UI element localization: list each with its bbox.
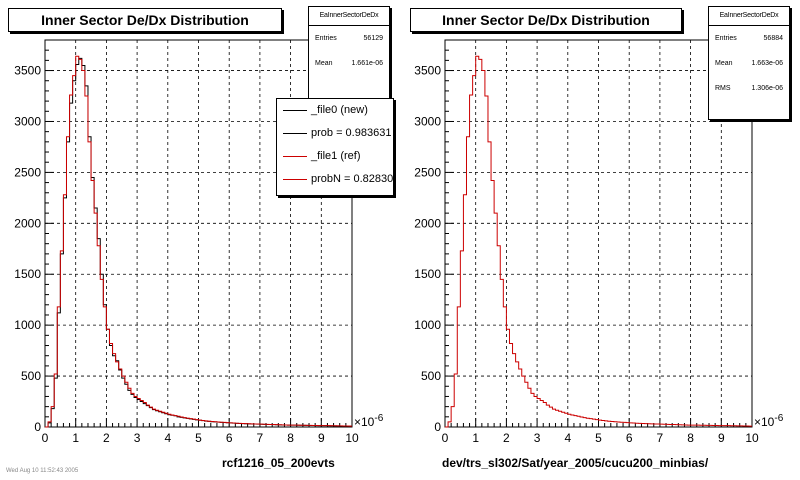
x-tick-label: 1 bbox=[72, 431, 79, 445]
x-tick-label: 3 bbox=[534, 431, 541, 445]
legend-label: prob = 0.983631 bbox=[311, 127, 392, 139]
legend-entry: probN = 0.828302 bbox=[277, 168, 393, 191]
stats-label: Entries bbox=[315, 35, 337, 42]
x-axis-multiplier-exponent: -6 bbox=[774, 413, 783, 424]
x-axis-multiplier: ×10-6 bbox=[754, 413, 784, 429]
legend-entry: _file1 (ref) bbox=[277, 145, 393, 168]
y-tick-label: 1000 bbox=[414, 318, 441, 332]
legend-entry: prob = 0.983631 bbox=[277, 122, 393, 145]
histogram-series-line bbox=[45, 55, 352, 428]
x-axis-title: rcf1216_05_200evts bbox=[222, 456, 335, 470]
x-tick-label: 4 bbox=[564, 431, 571, 445]
x-tick-label: 0 bbox=[42, 431, 49, 445]
x-tick-label: 2 bbox=[103, 431, 110, 445]
x-tick-label: 5 bbox=[595, 431, 602, 445]
x-tick-label: 7 bbox=[257, 431, 264, 445]
y-tick-label: 2500 bbox=[14, 165, 41, 179]
legend: _file0 (new) prob = 0.983631 _file1 (ref… bbox=[276, 98, 394, 196]
x-tick-label: 9 bbox=[718, 431, 725, 445]
y-tick-label: 1000 bbox=[14, 318, 41, 332]
stats-label: Mean bbox=[715, 60, 733, 67]
chart-title: Inner Sector De/Dx Distribution bbox=[410, 8, 682, 32]
stats-row-mean: Mean 1.663e-06 bbox=[709, 51, 789, 76]
x-tick-label: 2 bbox=[503, 431, 510, 445]
stats-row-rms: RMS 1.306e-06 bbox=[709, 76, 789, 101]
x-tick-label: 0 bbox=[442, 431, 449, 445]
footer-timestamp: Wed Aug 10 11:52:43 2005 bbox=[6, 468, 79, 474]
x-tick-label: 3 bbox=[134, 431, 141, 445]
legend-label: _file1 (ref) bbox=[311, 150, 361, 162]
x-tick-label: 8 bbox=[287, 431, 294, 445]
x-axis-multiplier-exponent: -6 bbox=[374, 413, 383, 424]
x-tick-label: 8 bbox=[687, 431, 694, 445]
x-tick-label: 10 bbox=[345, 431, 359, 445]
stats-value: 56129 bbox=[363, 35, 383, 42]
histogram-pad-right: 0 1 2 3 4 5 6 7 8 9 10 0 500 1000 1500 2000 2500 3000 3500… bbox=[400, 0, 800, 480]
legend-swatch bbox=[283, 110, 307, 111]
stats-box: EaInnerSectorDeDx Entries 56884 Mean 1.6… bbox=[708, 6, 790, 120]
x-tick-label: 6 bbox=[226, 431, 233, 445]
x-tick-label: 1 bbox=[472, 431, 479, 445]
y-tick-label: 0 bbox=[34, 420, 41, 434]
legend-swatch bbox=[283, 156, 307, 157]
x-axis-multiplier: ×10-6 bbox=[354, 413, 384, 429]
chart-title: Inner Sector De/Dx Distribution bbox=[8, 8, 282, 32]
legend-label: probN = 0.828302 bbox=[311, 173, 394, 185]
y-tick-label: 3000 bbox=[414, 114, 441, 128]
x-tick-label: 5 bbox=[195, 431, 202, 445]
y-tick-label: 0 bbox=[434, 420, 441, 434]
y-tick-label: 2000 bbox=[414, 216, 441, 230]
stats-label: Mean bbox=[315, 60, 333, 67]
legend-swatch bbox=[283, 179, 307, 180]
stats-header: EaInnerSectorDeDx bbox=[309, 7, 389, 26]
y-tick-label: 1500 bbox=[14, 267, 41, 281]
y-tick-label: 3500 bbox=[14, 64, 41, 78]
stats-value: 1.661e-06 bbox=[351, 60, 383, 67]
y-tick-label: 500 bbox=[21, 369, 41, 383]
stats-value: 1.663e-06 bbox=[751, 60, 783, 67]
stats-header: EaInnerSectorDeDx bbox=[709, 7, 789, 26]
x-tick-label: 7 bbox=[657, 431, 664, 445]
stats-value: 1.306e-06 bbox=[751, 85, 783, 92]
y-tick-label: 500 bbox=[421, 369, 441, 383]
y-tick-label: 2500 bbox=[414, 165, 441, 179]
stats-label: Entries bbox=[715, 35, 737, 42]
y-tick-label: 3000 bbox=[14, 114, 41, 128]
stats-row-entries: Entries 56884 bbox=[709, 26, 789, 51]
stats-row-mean: Mean 1.661e-06 bbox=[309, 51, 389, 76]
histogram-pad-left: 0 1 2 3 4 5 6 7 8 9 10 0 500 1000 1500 2000 2500 3000 3500… bbox=[6, 6, 394, 474]
stats-box: EaInnerSectorDeDx Entries 56129 Mean 1.6… bbox=[308, 6, 390, 100]
x-tick-label: 9 bbox=[318, 431, 325, 445]
x-tick-label: 4 bbox=[164, 431, 171, 445]
stats-value: 56884 bbox=[763, 35, 783, 42]
stats-label: RMS bbox=[715, 85, 731, 92]
y-tick-label: 1500 bbox=[414, 267, 441, 281]
legend-entry: _file0 (new) bbox=[277, 99, 393, 122]
x-axis-title: dev/trs_sl302/Sat/year_2005/cucu200_minb… bbox=[442, 456, 709, 470]
y-tick-label: 2000 bbox=[14, 216, 41, 230]
x-tick-label: 6 bbox=[626, 431, 633, 445]
y-tick-label: 3500 bbox=[414, 64, 441, 78]
stats-row-entries: Entries 56129 bbox=[309, 26, 389, 51]
legend-label: _file0 (new) bbox=[311, 104, 368, 116]
x-tick-label: 10 bbox=[745, 431, 759, 445]
histogram-series-line bbox=[445, 55, 752, 428]
legend-swatch bbox=[283, 133, 307, 134]
histogram-plot-right: 0 1 2 3 4 5 6 7 8 9 10 0 500 1000 1500 2000 2500 3000 3500… bbox=[414, 39, 784, 445]
